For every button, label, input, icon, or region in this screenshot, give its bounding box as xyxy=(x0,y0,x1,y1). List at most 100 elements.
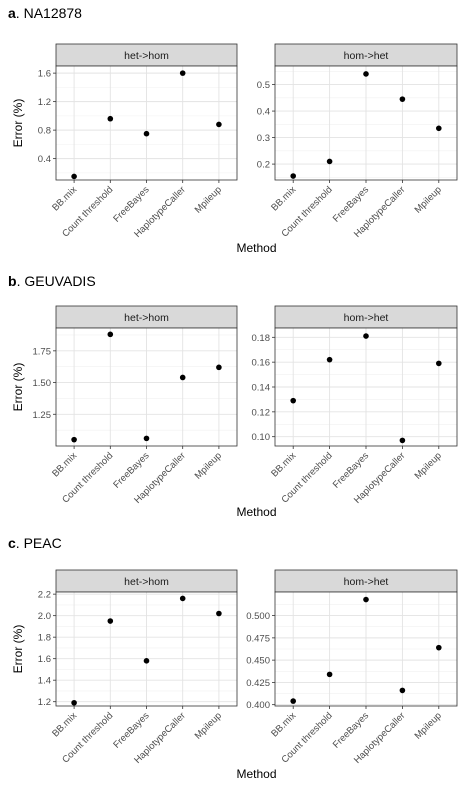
y-tick-label: 1.50 xyxy=(33,378,52,389)
y-axis-label: Error (%) xyxy=(11,363,25,412)
data-point xyxy=(71,699,77,706)
x-tick-label: Mpileup xyxy=(413,450,444,481)
y-tick-label: 0.18 xyxy=(252,333,271,344)
data-point xyxy=(326,671,333,678)
x-tick-label: BB.mix xyxy=(269,710,298,739)
facet-hom-het: hom->het0.100.120.140.160.18BB.mixCount … xyxy=(252,305,458,506)
panel-title: c. PEAC xyxy=(8,535,62,551)
y-tick-label: 0.10 xyxy=(252,432,271,443)
data-point xyxy=(143,658,150,664)
data-point xyxy=(107,115,114,122)
data-point xyxy=(290,173,297,179)
panel-letter: c xyxy=(8,535,16,551)
x-tick-label: BB.mix xyxy=(269,450,298,479)
x-tick-label: BB.mix xyxy=(50,710,79,739)
y-tick-label: 1.2 xyxy=(38,97,51,108)
y-tick-label: 1.6 xyxy=(38,654,51,665)
y-tick-label: 1.25 xyxy=(33,410,52,421)
y-tick-label: 0.450 xyxy=(246,656,270,667)
y-tick-label: 0.400 xyxy=(246,700,270,711)
y-tick-label: 0.4 xyxy=(257,107,270,118)
data-point xyxy=(436,644,442,651)
x-tick-label: Mpileup xyxy=(193,184,224,215)
facet-strip-label: hom->het xyxy=(344,576,389,588)
panel-letter: a xyxy=(8,5,16,21)
data-point xyxy=(326,356,333,363)
facet-strip-label: het->hom xyxy=(124,312,169,324)
x-tick-label: Mpileup xyxy=(193,450,224,481)
y-tick-label: 1.8 xyxy=(38,633,51,644)
y-tick-label: 1.2 xyxy=(38,697,51,708)
y-tick-label: 0.425 xyxy=(246,678,270,689)
data-point xyxy=(399,687,406,694)
chart-panel-c: c. PEAC Error (%) Method het->hom 1.2 1.4 1.6 1… xyxy=(8,535,458,781)
y-tick-label: 0.2 xyxy=(257,160,270,171)
data-point xyxy=(71,436,77,443)
panel-title: b. GEUVADIS xyxy=(8,273,96,289)
x-tick-label: BB.mix xyxy=(50,184,79,213)
data-point xyxy=(216,610,222,617)
data-point xyxy=(326,158,333,165)
y-axis-label: Error (%) xyxy=(11,99,25,148)
facet-strip-label: het->hom xyxy=(124,576,169,588)
y-tick-label: 0.16 xyxy=(252,358,271,369)
data-point xyxy=(363,596,369,603)
x-tick-label: Mpileup xyxy=(413,184,444,215)
y-axis-label: Error (%) xyxy=(11,625,25,674)
x-axis-label: Method xyxy=(236,767,276,781)
y-tick-label: 0.4 xyxy=(38,154,51,165)
panel-name: NA12878 xyxy=(24,5,83,21)
data-point xyxy=(216,364,222,371)
y-tick-label: 2.2 xyxy=(38,590,51,601)
panel-letter: b xyxy=(8,273,17,289)
data-point xyxy=(179,70,186,76)
facet-hom-het: hom->het0.4000.4250.4500.4750.500BB.mixC… xyxy=(246,569,458,766)
y-tick-label: 0.12 xyxy=(252,407,271,418)
y-tick-label: 1.75 xyxy=(33,346,52,357)
panel-title: a. NA12878 xyxy=(8,5,82,21)
data-point xyxy=(179,374,186,381)
data-point xyxy=(107,331,114,338)
y-tick-label: 1.4 xyxy=(38,676,51,687)
x-tick-label: Mpileup xyxy=(193,710,224,741)
panel-name: PEAC xyxy=(24,535,62,551)
y-tick-label: 0.8 xyxy=(38,126,51,137)
panel-dot: . xyxy=(16,535,24,551)
data-point xyxy=(71,173,77,180)
facet-strip-label: hom->het xyxy=(344,50,389,62)
data-point xyxy=(399,437,406,444)
data-point xyxy=(179,595,186,602)
panel-dot: . xyxy=(16,5,24,21)
y-tick-label: 0.500 xyxy=(246,611,270,622)
y-tick-label: 0.475 xyxy=(246,633,270,644)
facet-strip-label: het->hom xyxy=(124,50,169,62)
x-axis-label: Method xyxy=(236,505,276,519)
y-tick-label: 0.3 xyxy=(257,133,270,144)
panel-dot: . xyxy=(17,273,25,289)
data-point xyxy=(143,130,150,137)
chart-panel-b: b. GEUVADIS Error (%) Method het->hom 1.25 1.… xyxy=(8,273,458,519)
chart-panel-a: a. NA12878 Error (%) Method het->hom 0.4 0.8 1… xyxy=(8,5,458,255)
facet-strip-label: hom->het xyxy=(344,312,389,324)
data-point xyxy=(107,618,114,624)
data-point xyxy=(143,435,150,442)
panel-name: GEUVADIS xyxy=(24,273,95,289)
data-point xyxy=(290,698,297,704)
data-point xyxy=(290,397,297,404)
data-point xyxy=(436,125,442,132)
x-tick-label: Mpileup xyxy=(413,710,444,741)
data-point xyxy=(363,333,369,339)
x-axis-label: Method xyxy=(236,241,276,255)
y-tick-label: 2.0 xyxy=(38,611,51,622)
x-tick-label: BB.mix xyxy=(269,184,298,213)
y-tick-label: 0.14 xyxy=(252,383,271,394)
data-point xyxy=(399,96,406,102)
data-point xyxy=(216,121,222,128)
y-tick-label: 1.6 xyxy=(38,69,51,80)
data-point xyxy=(436,360,442,367)
